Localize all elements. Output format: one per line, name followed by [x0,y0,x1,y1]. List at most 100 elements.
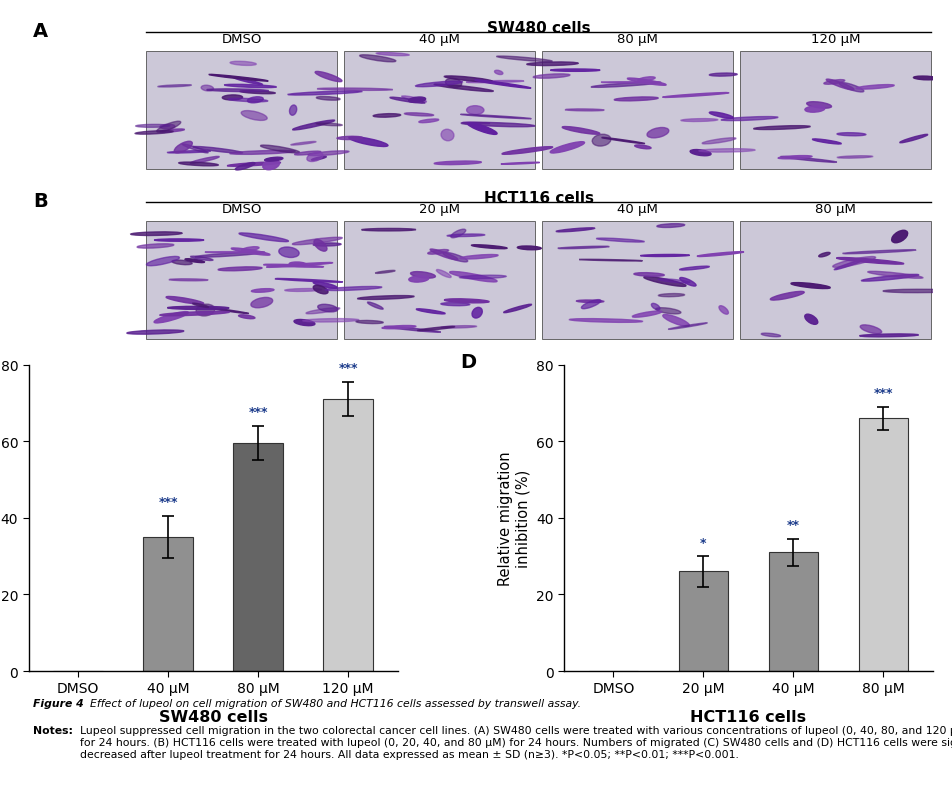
Ellipse shape [130,233,182,236]
Ellipse shape [702,139,736,145]
Ellipse shape [447,234,485,237]
Ellipse shape [668,324,707,330]
Ellipse shape [826,80,854,91]
Ellipse shape [471,246,507,250]
Ellipse shape [441,326,477,328]
FancyBboxPatch shape [147,222,337,340]
Ellipse shape [410,272,435,279]
Ellipse shape [558,247,609,250]
X-axis label: SW480 cells: SW480 cells [159,710,268,724]
Ellipse shape [289,106,297,116]
Ellipse shape [158,86,191,88]
Ellipse shape [770,292,804,300]
Ellipse shape [868,272,922,279]
Ellipse shape [416,82,463,88]
Ellipse shape [614,98,658,102]
Bar [768,552,818,671]
Text: 120 μM: 120 μM [811,33,861,46]
Ellipse shape [174,142,192,153]
Ellipse shape [472,308,483,319]
Ellipse shape [315,72,342,83]
Ellipse shape [644,277,686,287]
Text: Effect of lupeol on cell migration of SW480 and HCT116 cells assessed by transwe: Effect of lupeol on cell migration of SW… [90,698,581,708]
Ellipse shape [275,279,343,283]
Ellipse shape [754,127,810,130]
FancyBboxPatch shape [741,52,931,170]
Text: *: * [700,536,706,548]
Ellipse shape [461,123,535,128]
Ellipse shape [494,71,503,75]
Ellipse shape [856,85,894,90]
Ellipse shape [721,117,778,121]
Ellipse shape [192,304,208,308]
Ellipse shape [709,74,737,77]
Ellipse shape [311,157,327,161]
FancyBboxPatch shape [345,52,535,170]
Ellipse shape [430,250,458,260]
Ellipse shape [804,315,818,325]
Text: HCT116 cells: HCT116 cells [484,190,594,206]
Ellipse shape [231,249,270,256]
Ellipse shape [228,163,281,167]
Ellipse shape [466,81,524,84]
Ellipse shape [651,304,660,311]
Ellipse shape [502,148,553,155]
Ellipse shape [427,251,448,255]
Ellipse shape [840,84,863,93]
Ellipse shape [778,157,812,160]
Ellipse shape [900,135,928,144]
Ellipse shape [313,243,341,247]
Ellipse shape [179,163,218,166]
Ellipse shape [550,70,600,72]
Ellipse shape [416,309,446,315]
Ellipse shape [195,252,265,258]
Ellipse shape [337,137,363,141]
Text: D: D [461,353,477,372]
Ellipse shape [565,110,605,112]
Ellipse shape [501,163,540,165]
Ellipse shape [239,234,288,243]
Bar [859,419,908,671]
Ellipse shape [190,257,213,261]
Ellipse shape [762,334,781,337]
Ellipse shape [634,273,664,277]
Ellipse shape [251,298,272,308]
FancyBboxPatch shape [741,222,931,340]
Ellipse shape [291,142,316,146]
Ellipse shape [635,145,651,149]
Bar [679,572,728,671]
Ellipse shape [182,145,208,153]
Ellipse shape [419,120,439,124]
Text: Figure 4: Figure 4 [33,698,88,708]
Ellipse shape [659,294,684,297]
Ellipse shape [248,98,264,104]
Text: Lupeol suppressed cell migration in the two colorectal cancer cell lines. (A) SW: Lupeol suppressed cell migration in the … [80,725,952,759]
Ellipse shape [434,162,482,165]
Ellipse shape [265,158,283,162]
Ellipse shape [638,78,655,82]
Ellipse shape [279,247,299,259]
Ellipse shape [681,120,718,122]
Text: **: ** [787,519,800,532]
Ellipse shape [892,231,907,243]
Ellipse shape [577,300,604,303]
Ellipse shape [242,247,259,251]
Ellipse shape [172,261,192,265]
FancyBboxPatch shape [543,222,733,340]
Ellipse shape [205,252,264,254]
Ellipse shape [550,142,585,154]
Ellipse shape [166,297,204,305]
Ellipse shape [533,75,570,79]
Ellipse shape [663,93,728,98]
Ellipse shape [632,312,662,318]
Ellipse shape [812,140,842,145]
Ellipse shape [208,75,268,82]
Ellipse shape [443,253,467,263]
Ellipse shape [504,305,531,313]
Ellipse shape [823,80,844,85]
Ellipse shape [206,308,248,314]
Ellipse shape [239,316,255,320]
FancyBboxPatch shape [147,52,337,170]
Ellipse shape [460,275,506,279]
Text: B: B [33,191,48,210]
